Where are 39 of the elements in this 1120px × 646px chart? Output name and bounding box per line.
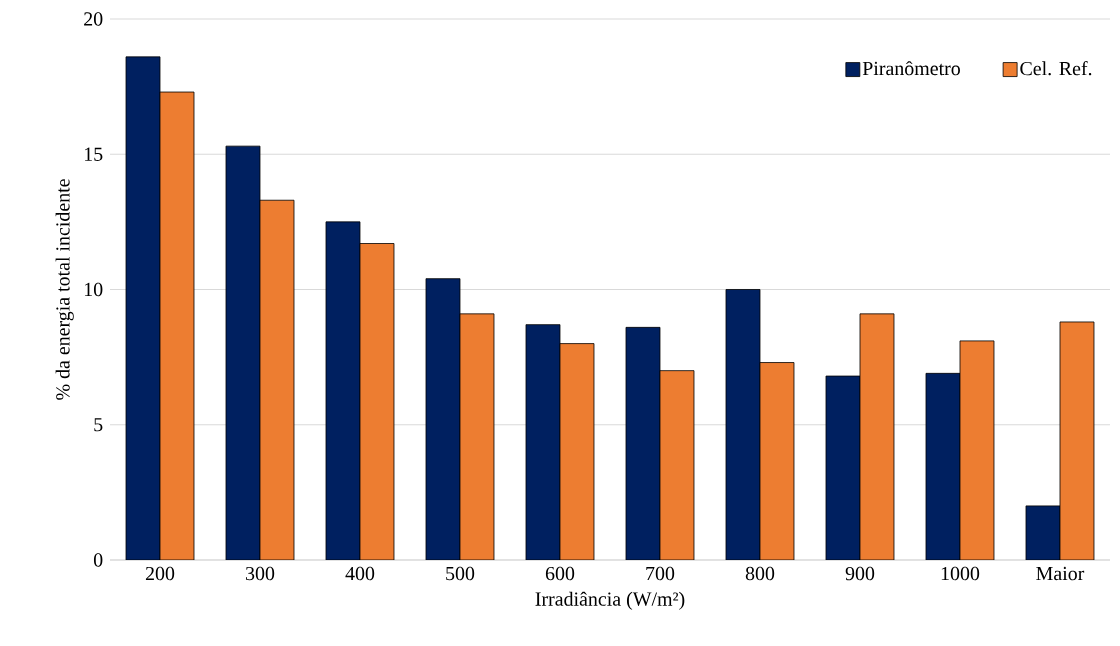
bar [559,343,594,560]
bar [625,327,660,560]
x-tick-label: 700 [646,566,675,581]
bar [260,200,294,560]
bar [959,340,994,560]
bar [426,278,460,560]
bar [460,313,494,560]
bar [160,92,194,560]
legend-label: Piranômetro [862,61,960,76]
bar [525,324,560,560]
bar [859,313,894,560]
bar [226,146,260,560]
x-tick-label: 400 [345,566,375,581]
x-tick-label: 800 [745,566,775,581]
x-axis-title: Irradiância (W/m²) [535,591,685,610]
y-tick-label: 5 [94,418,103,432]
bar [725,289,760,560]
x-tick-label: 200 [145,566,175,581]
x-tick-label: 500 [446,566,475,581]
bar [925,373,960,560]
bar [326,221,360,560]
bar [759,362,794,560]
y-tick-label: 20 [84,12,103,26]
legend-label: Cel. Ref. [1020,61,1092,76]
y-tick-label: 0 [93,553,103,567]
bar [126,56,160,560]
bar [1059,321,1095,560]
x-tick-label: Maior [1036,566,1085,581]
x-tick-label: 600 [545,566,575,581]
bar [1025,505,1061,560]
y-tick-label: 15 [84,147,103,161]
x-tick-label: 300 [246,566,275,581]
x-tick-label: 900 [845,566,875,581]
y-tick-label: 10 [84,282,103,297]
bar [360,243,394,560]
x-tick-label: 1000 [941,566,980,581]
bar [825,376,860,560]
y-axis-title: % da energia total incidente [55,179,74,400]
bar [659,370,694,560]
